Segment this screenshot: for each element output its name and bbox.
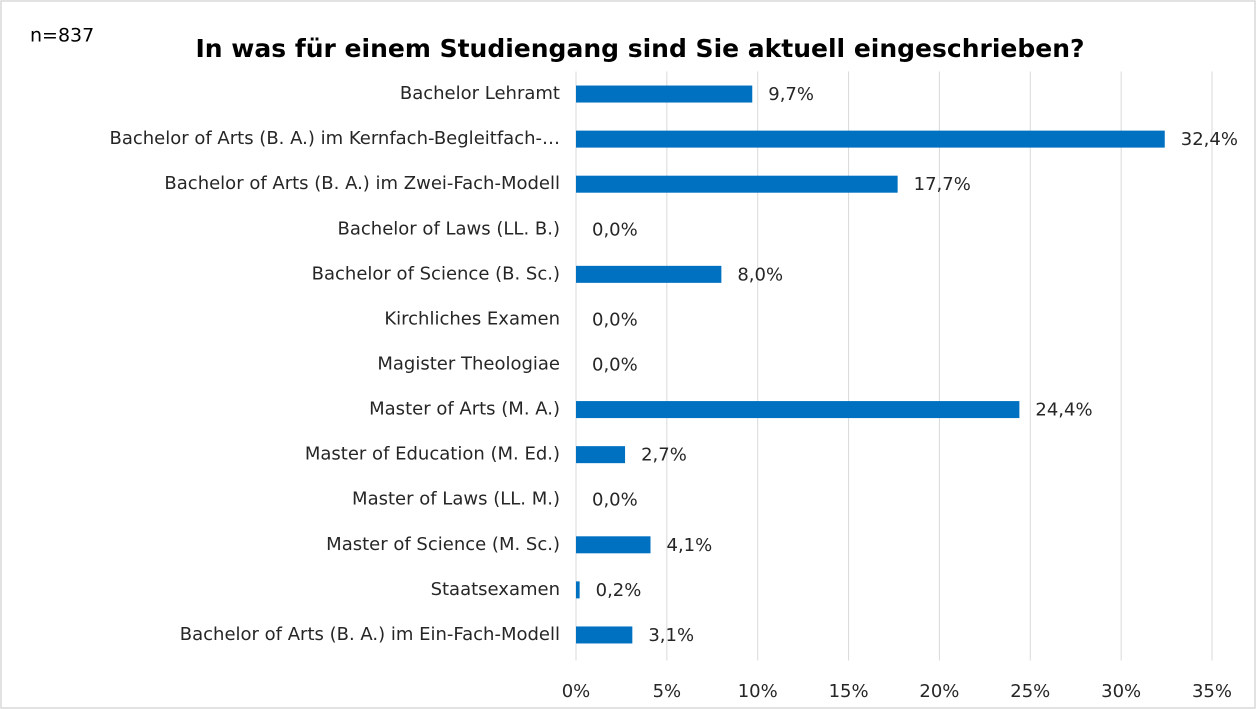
y-tick-label: Magister Theologiae <box>377 354 560 375</box>
x-tick-label: 10% <box>738 681 778 702</box>
bar <box>576 536 651 554</box>
value-label: 0,0% <box>592 309 638 330</box>
value-label: 0,2% <box>596 580 642 601</box>
value-label: 0,0% <box>592 490 638 511</box>
y-tick-label: Master of Education (M. Ed.) <box>305 444 560 465</box>
y-tick-label: Bachelor of Arts (B. A.) im Kernfach-Beg… <box>109 128 560 149</box>
x-tick-label: 5% <box>653 681 682 702</box>
y-tick-label: Bachelor of Laws (LL. B.) <box>338 218 560 239</box>
y-tick-label: Bachelor of Arts (B. A.) im Zwei-Fach-Mo… <box>164 173 560 194</box>
value-label: 32,4% <box>1181 129 1238 150</box>
value-label: 0,0% <box>592 219 638 240</box>
y-tick-label: Bachelor of Arts (B. A.) im Ein-Fach-Mod… <box>180 624 560 645</box>
x-tick-label: 15% <box>829 681 869 702</box>
bar <box>576 626 633 644</box>
y-tick-label: Master of Laws (LL. M.) <box>352 489 560 510</box>
y-tick-label: Bachelor of Science (B. Sc.) <box>312 263 560 284</box>
value-label: 3,1% <box>648 625 694 646</box>
x-tick-label: 35% <box>1192 681 1232 702</box>
bar <box>576 401 1020 419</box>
y-tick-label: Bachelor Lehramt <box>400 83 560 104</box>
bar <box>576 85 753 103</box>
y-tick-label: Staatsexamen <box>431 579 560 600</box>
x-tick-label: 0% <box>562 681 591 702</box>
value-label: 17,7% <box>914 174 971 195</box>
x-tick-label: 25% <box>1010 681 1050 702</box>
y-tick-label: Kirchliches Examen <box>384 308 560 329</box>
bar <box>576 446 626 464</box>
y-tick-label: Master of Science (M. Sc.) <box>326 534 560 555</box>
value-label: 8,0% <box>737 264 783 285</box>
x-tick-label: 20% <box>919 681 959 702</box>
bar <box>576 581 580 599</box>
value-label: 2,7% <box>641 445 687 466</box>
bar <box>576 175 898 193</box>
chart-title: In was für einem Studiengang sind Sie ak… <box>195 34 1084 63</box>
sample-size: n=837 <box>30 25 94 47</box>
value-label: 9,7% <box>768 84 814 105</box>
value-label: 0,0% <box>592 355 638 376</box>
value-label: 4,1% <box>667 535 713 556</box>
bar <box>576 130 1165 148</box>
bar <box>576 265 722 283</box>
y-tick-label: Master of Arts (M. A.) <box>369 399 560 420</box>
x-tick-label: 30% <box>1101 681 1141 702</box>
value-label: 24,4% <box>1035 400 1092 421</box>
